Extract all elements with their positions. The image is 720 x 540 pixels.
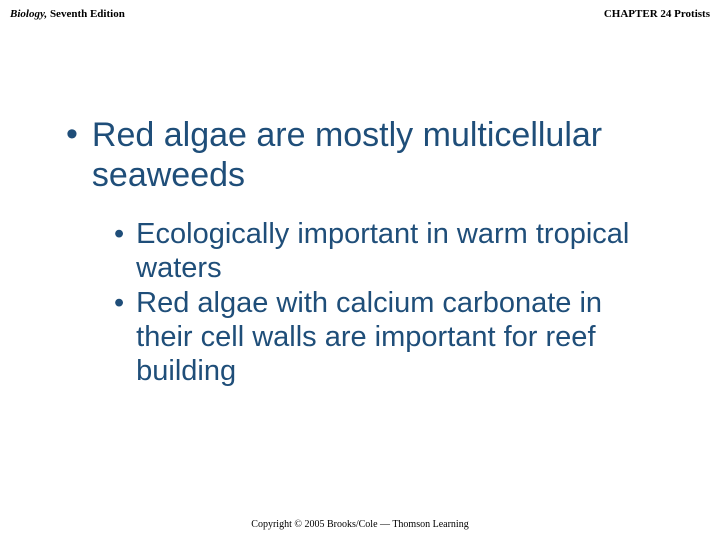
header-left: Biology, Seventh Edition [10,8,125,20]
header-right: CHAPTER 24 Protists [604,8,710,20]
footer-copyright: Copyright © 2005 Brooks/Cole — Thomson L… [0,519,720,530]
bullet-dot-icon: • [66,115,78,154]
main-bullet-text: Red algae are mostly multicellular seawe… [92,115,660,195]
sub-bullet-block: • Ecologically important in warm tropica… [114,217,660,388]
bullet-dot-icon: • [114,217,124,251]
bullet-dot-icon: • [114,286,124,320]
sub-bullet-text: Ecologically important in warm tropical … [136,217,660,285]
slide-content: • Red algae are mostly multicellular sea… [66,115,660,388]
sub-bullet-text: Red algae with calcium carbonate in thei… [136,286,660,389]
book-title-italic: Biology, [10,8,47,20]
sub-bullet: • Red algae with calcium carbonate in th… [114,286,660,389]
book-edition: Seventh Edition [47,8,125,20]
sub-bullet: • Ecologically important in warm tropica… [114,217,660,285]
main-bullet: • Red algae are mostly multicellular sea… [66,115,660,195]
